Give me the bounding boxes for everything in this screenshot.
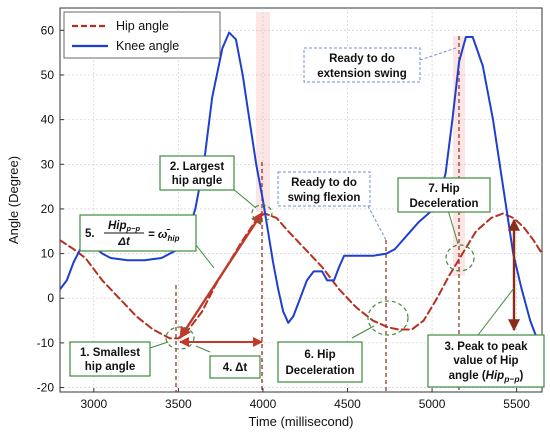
- leader-4: [195, 345, 211, 353]
- y-tick-label-0: -20: [37, 381, 55, 395]
- legend-knee-label: Knee angle: [116, 39, 179, 53]
- y-tick-label-2: 0: [47, 291, 54, 305]
- annotation-1-line1: 1. Smallest: [80, 347, 140, 359]
- annotation-5-denominator: Δt: [117, 236, 131, 248]
- annotation-extension-swing: Ready to do extension swing: [303, 47, 421, 83]
- slope-arrow: [178, 211, 264, 340]
- annotation-3-line3-suffix: ): [520, 370, 524, 382]
- annotation-4: 4. Δt: [209, 355, 261, 379]
- annotation-7-line2: Deceleration: [409, 198, 478, 210]
- x-axis-label: Time (millisecond): [249, 414, 354, 429]
- annotation-4-box: [209, 355, 261, 379]
- leader-extension: [419, 47, 457, 61]
- annotation-5-numerator: Hipp−p: [108, 220, 140, 233]
- x-tick-label-4: 5000: [419, 397, 446, 411]
- annotation-swing-flexion-line1: Ready to do: [291, 177, 357, 189]
- annotation-1: 1. Smallest hip angle: [69, 341, 151, 377]
- leader-1: [149, 341, 169, 349]
- leader-7: [447, 209, 459, 245]
- legend-box: [63, 11, 221, 59]
- x-tick-label-0: 3000: [80, 397, 107, 411]
- leader-6: [351, 325, 375, 339]
- annotation-1-line2: hip angle: [85, 361, 135, 373]
- series-line-hip: [60, 212, 542, 340]
- decel-circle-2: [445, 244, 475, 272]
- y-tick-label-5: 30: [41, 157, 55, 171]
- y-tick-label-3: 10: [41, 247, 55, 261]
- x-tick-label-3: 4500: [334, 397, 361, 411]
- x-tick-label-2: 4000: [250, 397, 277, 411]
- annotation-5-rhs: = ω̄hip: [148, 229, 180, 243]
- annotation-3-line2: value of Hip: [453, 355, 518, 367]
- y-axis-ticks: -20 -10 0 10 20 30 40 50 60: [37, 23, 64, 395]
- smallest-circle: [165, 326, 195, 350]
- annotation-5-prefix: 5.: [85, 228, 95, 240]
- legend: Hip angle Knee angle: [63, 11, 221, 59]
- annotation-7: 7. Hip Deceleration: [397, 177, 491, 213]
- series-layer: [60, 31, 542, 344]
- annotation-5-rhs-main: = ω̄: [148, 229, 171, 241]
- analysis-arrows: [149, 47, 520, 353]
- annotation-1-box: [69, 341, 151, 377]
- annotation-7-box: [397, 177, 491, 213]
- annotation-3-box: [427, 334, 545, 388]
- annotation-5-num-sub: p−p: [125, 224, 140, 233]
- y-tick-label-6: 40: [41, 113, 55, 127]
- leader-5: [195, 244, 215, 269]
- annotation-swing-flexion-line2: swing flexion: [288, 192, 361, 204]
- x-axis-ticks: 3000 3500 4000 4500 5000 5500: [80, 388, 530, 411]
- y-tick-label-7: 50: [41, 68, 55, 82]
- largest-circle: [251, 204, 273, 222]
- annotation-6: 6. Hip Deceleration: [277, 341, 363, 383]
- annotation-5-rhs-sub: hip: [168, 234, 180, 243]
- decel-circle-1: [367, 300, 409, 336]
- annotation-4-text: 4. Δt: [223, 362, 248, 374]
- legend-hip-label: Hip angle: [116, 19, 169, 33]
- annotation-2-box: [159, 155, 235, 191]
- y-tick-label-1: -10: [37, 336, 55, 350]
- annotation-3-line3-sym: Hip: [486, 370, 505, 382]
- x-tick-label-5: 5500: [503, 397, 530, 411]
- annotation-extension-swing-box: [303, 47, 421, 83]
- leader-3: [477, 287, 515, 336]
- annotation-2-line2: hip angle: [172, 175, 222, 187]
- annotation-3-line3: angle (Hipp−p): [449, 370, 524, 384]
- x-tick-label-1: 3500: [165, 397, 192, 411]
- leader-flexion: [367, 205, 387, 241]
- annotation-3-line1: 3. Peak to peak: [444, 341, 528, 353]
- annotation-2: 2. Largest hip angle: [159, 155, 235, 191]
- highlight-band-1: [256, 12, 270, 212]
- annotation-extension-swing-line1: Ready to do: [329, 53, 395, 65]
- annotation-6-line2: Deceleration: [285, 365, 354, 377]
- annotation-3-line3-prefix: angle (: [449, 370, 486, 382]
- y-tick-label-4: 20: [41, 202, 55, 216]
- annotation-3-line3-sub: p−p: [503, 374, 519, 384]
- annotation-3: 3. Peak to peak value of Hip angle (Hipp…: [427, 334, 545, 388]
- annotation-6-line1: 6. Hip: [304, 349, 335, 361]
- annotation-swing-flexion: Ready to do swing flexion: [277, 171, 371, 207]
- y-tick-label-8: 60: [41, 23, 55, 37]
- series-line-knee: [60, 31, 542, 344]
- annotation-5: 5. Hipp−p Δt = ω̄hip: [79, 214, 197, 252]
- annotation-6-box: [277, 341, 363, 383]
- annotation-extension-swing-line2: extension swing: [317, 68, 406, 80]
- annotation-7-line1: 7. Hip: [428, 183, 459, 195]
- annotation-swing-flexion-box: [277, 171, 371, 207]
- annotation-5-num-sym: Hip: [108, 220, 127, 232]
- leader-2: [231, 187, 257, 209]
- y-axis-label: Angle (Degree): [6, 156, 21, 244]
- annotation-2-line1: 2. Largest: [170, 161, 224, 173]
